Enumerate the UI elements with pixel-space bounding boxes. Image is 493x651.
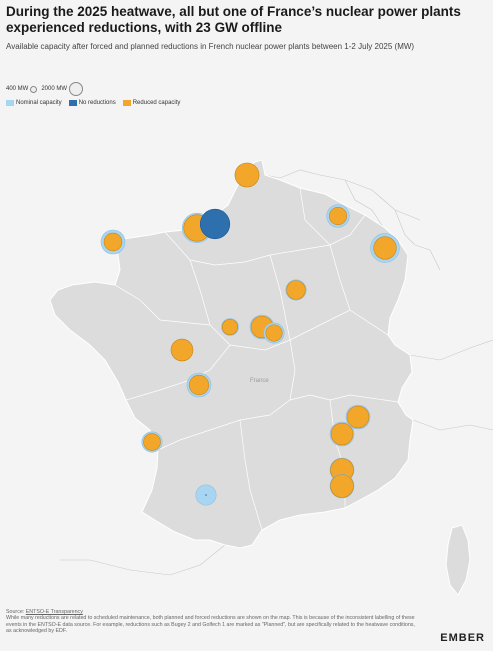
legend-item-nominal[interactable]: Nominal capacity [6, 100, 62, 106]
plant-marker[interactable] [234, 162, 260, 188]
size-legend-big-circle [69, 82, 84, 96]
plant-markers[interactable] [100, 162, 400, 506]
legend-label-reduced: Reduced capacity [132, 100, 181, 106]
color-legend: Nominal capacity No reductions Reduced c… [6, 100, 187, 106]
country-label: France [250, 378, 269, 384]
chart-subtitle: Available capacity after forced and plan… [6, 42, 415, 51]
size-legend-small-label: 400 MW [6, 86, 29, 92]
ember-logo: EMBER [440, 632, 485, 644]
plant-available-circle [265, 324, 283, 342]
footer-text: While many reductions are related to sch… [6, 615, 415, 635]
neighbour-borders [60, 159, 493, 576]
plant-available-circle [346, 405, 370, 429]
legend-swatch-nominal [6, 100, 14, 106]
source-link[interactable]: ENTSO-E Transparency [25, 609, 83, 615]
plant-marker[interactable] [195, 484, 217, 506]
corsica [445, 524, 471, 596]
plant-marker[interactable] [329, 473, 355, 499]
plant-marker[interactable] [326, 204, 350, 228]
plant-marker[interactable] [345, 404, 371, 430]
plant-available-circle [330, 474, 354, 498]
legend-label-no-reductions: No reductions [78, 100, 116, 106]
plant-marker[interactable] [285, 279, 307, 301]
legend-swatch-reduced [122, 100, 131, 106]
plant-marker[interactable] [329, 421, 355, 447]
plant-available-circle [221, 318, 239, 336]
plant-marker[interactable] [141, 431, 163, 453]
plant-available-circle [234, 162, 260, 188]
plant-available-circle [330, 422, 354, 446]
plant-available-circle [103, 232, 123, 252]
chart-title: During the 2025 heatwave, all but one of… [6, 4, 461, 35]
plant-full-circle [199, 208, 231, 240]
plant-marker[interactable] [221, 318, 239, 336]
size-legend-big-label: 2000 MW [41, 86, 68, 92]
plant-available-circle [188, 374, 210, 396]
legend-swatch-no-reductions [68, 100, 77, 106]
france-mainland [49, 159, 414, 549]
size-legend-small-circle [30, 85, 38, 93]
footer-note: Source: ENTSO-E Transparency While many … [6, 609, 416, 635]
plant-marker[interactable] [370, 233, 400, 263]
plant-available-circle [170, 338, 194, 362]
plant-available-circle [286, 280, 306, 300]
france-map[interactable]: France [0, 115, 493, 605]
plant-zero-dot [205, 494, 207, 496]
plant-available-circle [373, 236, 397, 260]
source-prefix: Source: [6, 609, 26, 615]
plant-marker[interactable] [100, 229, 126, 255]
plant-marker[interactable] [186, 372, 212, 398]
legend-item-reduced[interactable]: Reduced capacity [122, 100, 181, 106]
plant-available-circle [328, 206, 348, 226]
plant-available-circle [143, 433, 161, 451]
plant-marker[interactable] [263, 322, 285, 344]
legend-item-no-reductions[interactable]: No reductions [68, 100, 116, 106]
legend-label-nominal: Nominal capacity [16, 100, 62, 106]
size-legend: 400 MW 2000 MW [6, 82, 85, 96]
plant-marker[interactable] [170, 338, 194, 362]
plant-marker[interactable] [199, 208, 231, 240]
